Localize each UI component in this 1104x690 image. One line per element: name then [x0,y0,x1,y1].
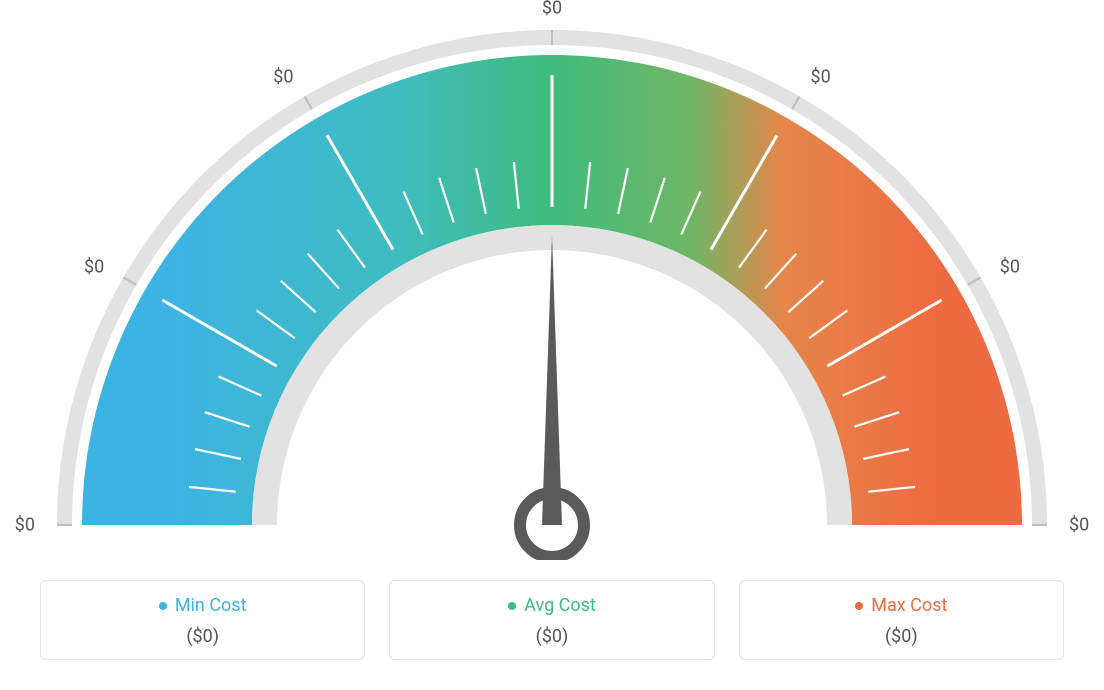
gauge-tick-label: $0 [542,0,562,19]
legend-avg-dot [508,602,516,610]
legend-card-min: Min Cost ($0) [40,580,365,660]
legend-min-dot [159,602,167,610]
legend-row: Min Cost ($0) Avg Cost ($0) Max Cost ($0… [40,580,1064,660]
legend-avg-value: ($0) [400,626,703,647]
legend-avg-header: Avg Cost [400,595,703,616]
gauge-tick-label: $0 [1069,515,1089,536]
gauge-area: $0 $0 $0 $0 $0 $0 $0 [0,0,1104,560]
legend-min-header: Min Cost [51,595,354,616]
legend-min-value: ($0) [51,626,354,647]
gauge-svg [0,0,1104,560]
legend-max-dot [855,602,863,610]
legend-card-max: Max Cost ($0) [739,580,1064,660]
legend-card-avg: Avg Cost ($0) [389,580,714,660]
gauge-tick-label: $0 [1000,256,1020,277]
legend-max-value: ($0) [750,626,1053,647]
gauge-tick-label: $0 [84,256,104,277]
legend-max-header: Max Cost [750,595,1053,616]
gauge-tick-label: $0 [811,67,831,88]
legend-min-label: Min Cost [175,595,247,616]
cost-gauge-chart: $0 $0 $0 $0 $0 $0 $0 Min Cost ($0) Avg Cost ($… [0,0,1104,690]
gauge-tick-label: $0 [15,515,35,536]
legend-avg-label: Avg Cost [524,595,596,616]
legend-max-label: Max Cost [871,595,947,616]
gauge-tick-label: $0 [273,67,293,88]
